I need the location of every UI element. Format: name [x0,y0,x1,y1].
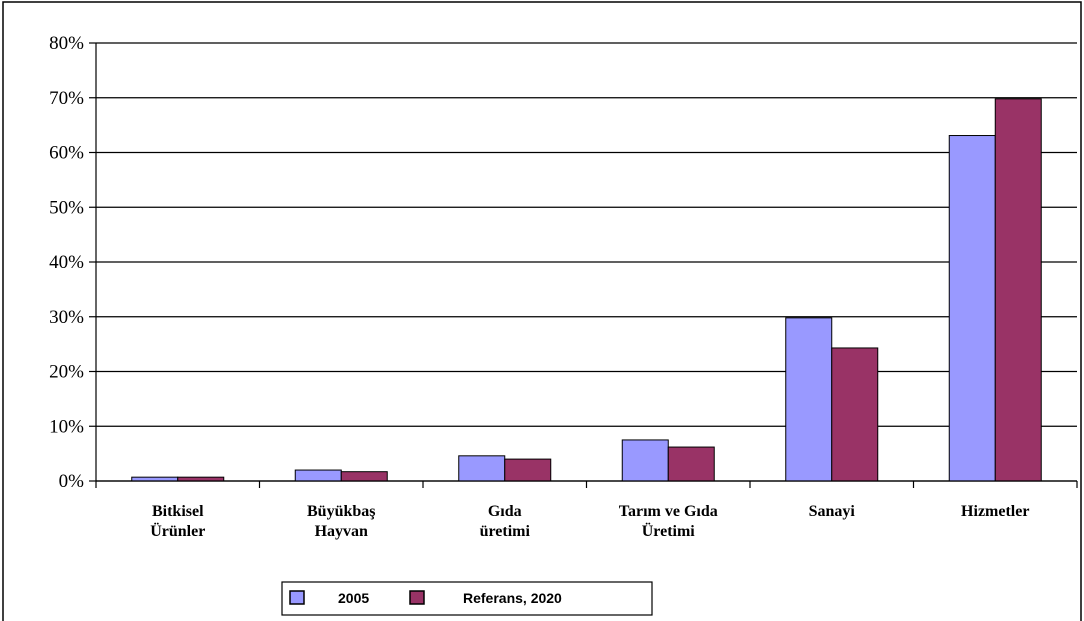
legend-label: Referans, 2020 [463,590,562,606]
bar-series1 [785,317,833,482]
legend: 2005 Referans, 2020 [281,581,653,616]
y-axis-ticks: 0% 10% 20% 30% 40% 50% 60% 70% 80% [49,33,96,492]
bar-series2 [504,458,552,482]
legend-swatch [289,590,305,605]
y-tick-label: 10% [49,416,84,437]
grid-lines [96,42,1077,482]
category-labels: Bitkisel Ürünler Büyükbaş Hayvan Gıda üretimi… [150,503,1029,540]
y-tick-label: 0% [59,471,85,492]
y-tick-label: 20% [49,362,84,383]
bar-series1 [621,439,669,482]
legend-swatch [409,590,425,605]
bar-series1 [294,469,342,482]
x-category-label: Büyükbaş Hayvan [307,503,376,540]
legend-box [281,581,653,616]
bar-series2 [667,446,715,482]
x-axis [95,43,1078,488]
bar-series1 [458,455,506,482]
bar-series2 [831,347,879,482]
bar-series1 [948,135,996,482]
x-category-label: Gıda üretimi [480,503,531,540]
y-tick-label: 40% [49,252,84,273]
x-category-label: Sanayi [809,503,856,520]
x-category-label: Bitkisel Ürünler [150,503,205,540]
x-category-label: Tarım ve Gıda Üretimi [619,503,718,540]
y-tick-label: 70% [49,88,84,109]
bar-series2 [994,98,1042,482]
legend-label: 2005 [338,590,369,606]
x-category-label: Hizmetler [961,503,1029,520]
y-tick-label: 50% [49,197,84,218]
y-tick-label: 60% [49,143,84,164]
y-tick-label: 30% [49,307,84,328]
bars [131,98,1042,482]
y-tick-label: 80% [49,33,84,54]
bar-series2 [340,471,388,482]
